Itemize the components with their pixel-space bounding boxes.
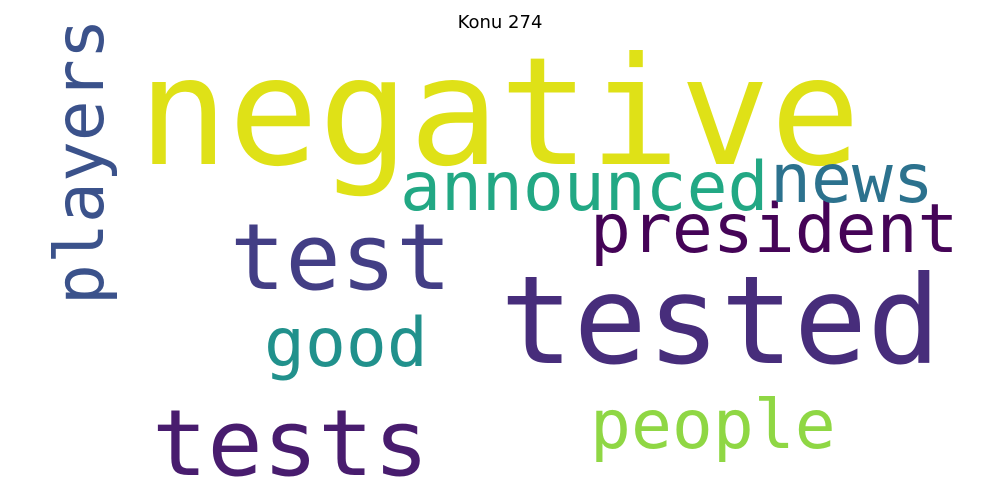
word-news: news — [770, 140, 934, 219]
word-test: test — [230, 204, 452, 311]
word-tested: tested — [500, 250, 941, 392]
word-people: people — [590, 386, 836, 465]
word-players: players — [41, 18, 120, 305]
word-negative: negative — [138, 26, 861, 200]
word-good: good — [264, 304, 428, 383]
word-announced: announced — [400, 148, 769, 227]
figure-title: Konu 274 — [457, 12, 543, 33]
word-president: president — [590, 190, 959, 269]
word-tests: tests — [152, 390, 429, 497]
